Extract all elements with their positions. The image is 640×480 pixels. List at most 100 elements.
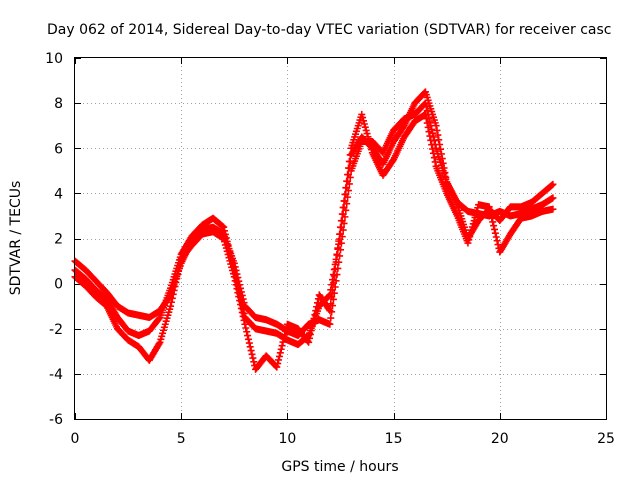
- data-point: [275, 352, 283, 360]
- data-point: [220, 223, 228, 231]
- data-point: [469, 220, 477, 228]
- data-point: [488, 214, 496, 222]
- data-point: [471, 213, 479, 221]
- y-tick-label: -6: [49, 412, 63, 428]
- data-point: [327, 300, 335, 308]
- x-tick-label: 15: [385, 431, 403, 447]
- data-point: [244, 335, 252, 343]
- data-point: [339, 203, 347, 211]
- data-point: [273, 363, 281, 371]
- data-point: [422, 115, 430, 123]
- data-point: [326, 307, 334, 315]
- data-point: [493, 237, 501, 245]
- data-point: [246, 343, 254, 351]
- data-point: [221, 241, 229, 249]
- data-point: [274, 360, 282, 368]
- data-point: [470, 217, 478, 225]
- data-point: [222, 244, 230, 252]
- tick-labels: 0 5 10 15 20 25 -6 -4 -2 0 2 4 6 8 10: [45, 51, 615, 447]
- data-point: [467, 226, 475, 234]
- data-point: [494, 241, 502, 249]
- data-point: [549, 180, 557, 188]
- data-point: [248, 350, 256, 358]
- data-point: [174, 271, 182, 279]
- data-point: [167, 298, 175, 306]
- data-point: [342, 184, 350, 192]
- data-point: [325, 305, 333, 313]
- data-point: [337, 217, 345, 225]
- data-point: [428, 141, 436, 149]
- data-point: [173, 275, 181, 283]
- data-point: [331, 265, 339, 273]
- data-point: [242, 324, 250, 332]
- data-point: [224, 250, 232, 258]
- data-point: [221, 238, 229, 246]
- data-point: [358, 110, 366, 118]
- data-point: [167, 302, 175, 310]
- data-point: [172, 278, 180, 286]
- data-point: [422, 103, 430, 111]
- data-point: [432, 122, 440, 130]
- data-point: [327, 314, 335, 322]
- data-point: [441, 169, 449, 177]
- data-point: [330, 272, 338, 280]
- data-point: [438, 155, 446, 163]
- data-point: [171, 282, 179, 290]
- data-point: [328, 293, 336, 301]
- data-point: [436, 140, 444, 148]
- data-point: [279, 338, 287, 346]
- data-point: [435, 136, 443, 144]
- y-tick-label: 0: [54, 277, 63, 293]
- data-point: [155, 315, 163, 323]
- data-point: [306, 334, 314, 342]
- plot-frame: [74, 57, 607, 420]
- data-point: [467, 229, 475, 237]
- data-point: [491, 229, 499, 237]
- data-point: [337, 223, 344, 231]
- data-point: [221, 230, 229, 238]
- data-point: [233, 285, 241, 293]
- data-point: [275, 356, 283, 364]
- data-point: [424, 123, 432, 131]
- data-point: [250, 358, 258, 366]
- data-point: [225, 254, 233, 262]
- data-point: [176, 259, 184, 267]
- series-trace-c: [71, 110, 557, 373]
- data-point: [278, 342, 286, 350]
- data-point: [309, 319, 317, 327]
- data-point: [221, 227, 229, 235]
- data-point: [366, 139, 374, 147]
- data-point: [313, 299, 321, 307]
- x-tick-label: 25: [597, 431, 615, 447]
- data-point: [423, 107, 431, 115]
- data-point: [468, 223, 476, 231]
- data-point: [338, 210, 346, 218]
- y-tick-label: -2: [49, 322, 63, 338]
- data-point: [311, 311, 319, 319]
- data-point: [466, 233, 474, 241]
- data-point: [360, 120, 368, 128]
- data-point: [249, 354, 257, 362]
- data-point: [332, 258, 340, 266]
- data-point: [344, 171, 352, 179]
- data-point: [472, 210, 480, 218]
- data-point: [549, 205, 557, 213]
- data-point: [431, 158, 439, 166]
- data-point: [229, 266, 237, 274]
- y-tick-label: 2: [54, 232, 63, 248]
- data-point: [423, 119, 431, 127]
- data-point: [155, 340, 163, 348]
- data-point: [343, 177, 351, 185]
- data-point: [426, 132, 434, 140]
- y-axis-label: SDTVAR / TECUs: [8, 181, 24, 296]
- data-point: [231, 277, 239, 285]
- data-point: [236, 297, 244, 305]
- data-point: [489, 218, 497, 226]
- x-tick-label: 0: [71, 431, 80, 447]
- data-point: [243, 328, 251, 336]
- y-tick-label: 10: [45, 51, 63, 67]
- data-series: [71, 88, 557, 373]
- data-point: [306, 330, 314, 338]
- data-point: [433, 126, 441, 134]
